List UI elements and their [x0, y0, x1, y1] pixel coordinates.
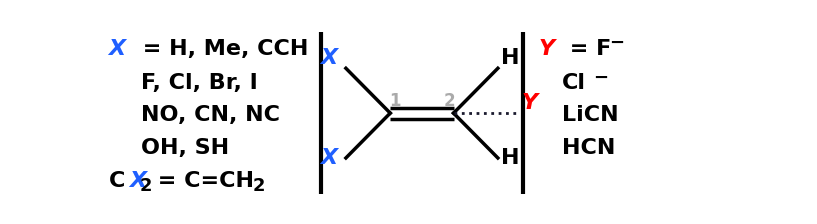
Text: OH, SH: OH, SH — [141, 138, 230, 158]
Text: −: − — [609, 34, 624, 52]
Text: 2: 2 — [444, 92, 455, 110]
Text: C: C — [109, 171, 125, 191]
Text: = F: = F — [562, 39, 611, 59]
Text: H: H — [502, 148, 520, 168]
Text: HCN: HCN — [562, 138, 615, 158]
Text: LiCN: LiCN — [562, 105, 618, 125]
Text: F, Cl, Br, I: F, Cl, Br, I — [141, 73, 258, 93]
Text: X: X — [320, 148, 337, 168]
Text: NO, CN, NC: NO, CN, NC — [141, 105, 280, 125]
Text: X: X — [129, 171, 146, 191]
Text: −: − — [593, 69, 608, 87]
Text: Cl: Cl — [562, 73, 586, 93]
Text: X: X — [109, 39, 126, 59]
Text: 2: 2 — [141, 177, 153, 195]
Text: 1: 1 — [389, 92, 400, 110]
Text: 2: 2 — [252, 177, 266, 195]
Text: X: X — [320, 47, 337, 68]
Text: H: H — [502, 47, 520, 68]
Text: Y: Y — [539, 39, 555, 59]
Text: = C=CH: = C=CH — [150, 171, 254, 191]
Text: Y: Y — [521, 93, 538, 113]
Text: = H, Me, CCH: = H, Me, CCH — [135, 39, 309, 59]
